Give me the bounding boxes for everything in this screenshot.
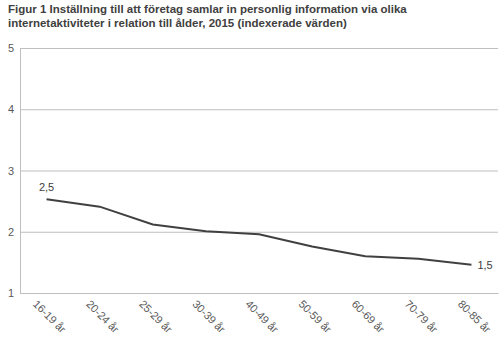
y-tick-label: 5: [8, 42, 14, 54]
x-tick-label: 50-59 år: [296, 298, 334, 336]
y-axis: 1 2 3 4 5: [8, 42, 498, 299]
y-tick: 5: [8, 42, 498, 54]
y-tick: 2: [8, 226, 498, 238]
title: Figur 1 Inställning till att företag sam…: [8, 3, 407, 29]
y-tick-label: 2: [8, 226, 14, 238]
x-tick-label: 25-29 år: [137, 298, 175, 336]
x-tick-label: 60-69 år: [350, 298, 388, 336]
x-tick: 80-85 år: [456, 293, 494, 335]
x-axis: 16-19 år 20-24 år 25-29 år 30-39 år 40-49 år…: [21, 293, 499, 335]
x-tick: 25-29 år: [137, 293, 175, 335]
y-tick-label: 3: [8, 165, 14, 177]
x-tick-label: 70-79 år: [403, 298, 441, 336]
plot-area: [47, 199, 472, 265]
y-tick: 1: [8, 287, 498, 299]
grid-line: [20, 171, 498, 172]
x-tick-label: 30-39 år: [190, 298, 228, 336]
y-tick-label: 4: [8, 103, 14, 115]
y-tick-label: 1: [8, 287, 14, 299]
grid-line: [20, 48, 498, 49]
x-tick: 30-39 år: [190, 293, 228, 335]
y-tick: 3: [8, 165, 498, 177]
y-axis-line: [21, 49, 499, 294]
data-label: 1,5: [477, 259, 492, 271]
x-tick: 40-49 år: [243, 293, 281, 335]
x-tick-label: 20-24 år: [84, 298, 122, 336]
x-tick: 20-24 år: [84, 293, 122, 335]
grid-line: [20, 293, 498, 294]
chart: Figur 1 Inställning till att företag sam…: [0, 0, 500, 345]
x-tick: 70-79 år: [403, 293, 441, 335]
grid-line: [20, 109, 498, 110]
x-tick-label: 40-49 år: [243, 298, 281, 336]
x-axis-line: [21, 293, 499, 294]
line: [47, 199, 472, 265]
x-tick: 50-59 år: [296, 293, 334, 335]
grid-line: [20, 232, 498, 233]
y-tick: 4: [8, 103, 498, 115]
x-tick-label: 16-19 år: [31, 298, 69, 336]
x-tick: 60-69 år: [350, 293, 388, 335]
data-label: 2,5: [39, 181, 54, 193]
x-tick-label: 80-85 år: [456, 298, 494, 336]
x-tick: 16-19 år: [31, 293, 69, 335]
